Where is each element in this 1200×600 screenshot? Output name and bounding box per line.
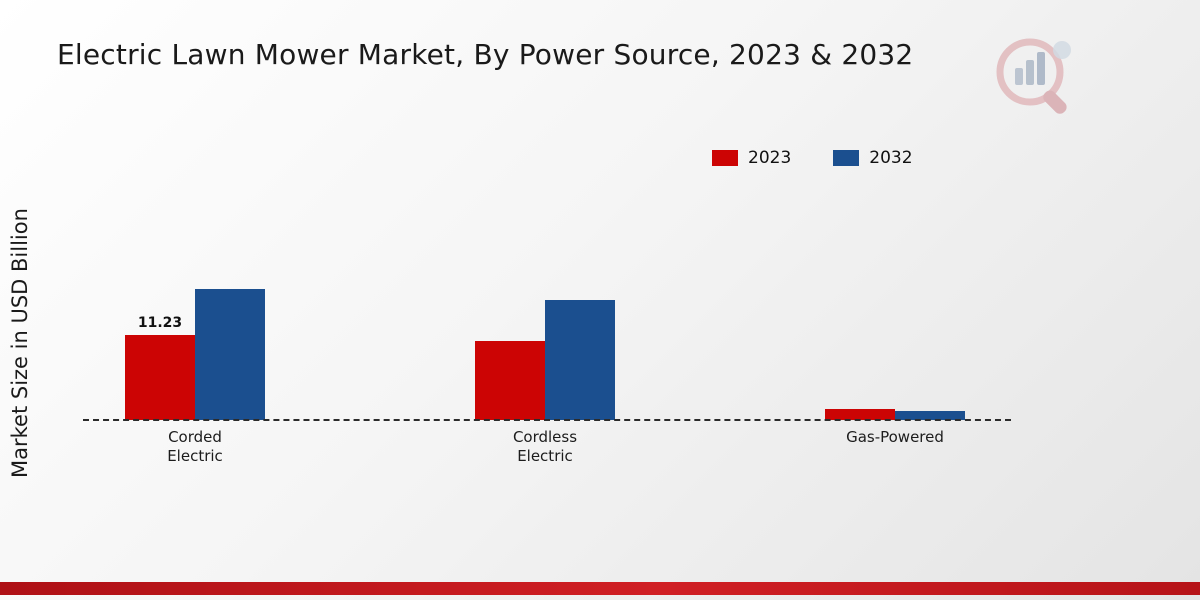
plot-area: 11.23 bbox=[85, 250, 1005, 420]
legend-swatch-2032 bbox=[833, 150, 860, 166]
bar-group-corded-electric: 11.23 bbox=[125, 289, 265, 420]
bar-wrap bbox=[195, 289, 265, 420]
bar-group-cordless-electric bbox=[475, 300, 615, 420]
bar-wrap bbox=[825, 409, 895, 420]
legend-label-2032: 2032 bbox=[869, 148, 913, 168]
bar-group-gas-powered bbox=[825, 409, 965, 420]
bar-2023-gas-powered bbox=[825, 409, 895, 420]
y-axis-label: Market Size in USD Billion bbox=[8, 208, 32, 478]
legend-label-2023: 2023 bbox=[748, 148, 792, 168]
category-label-corded-electric: Corded Electric bbox=[167, 428, 223, 465]
x-axis-baseline bbox=[83, 419, 1011, 421]
bar-2032-gas-powered bbox=[895, 411, 965, 420]
bar-2023-corded-electric bbox=[125, 335, 195, 420]
brand-logo bbox=[990, 30, 1082, 120]
bottom-accent-strip bbox=[0, 582, 1200, 595]
legend-item-2023: 2023 bbox=[712, 148, 791, 168]
legend-item-2032: 2032 bbox=[833, 148, 913, 168]
category-cell: Corded Electric bbox=[125, 428, 265, 466]
bar-wrap: 11.23 bbox=[125, 315, 195, 420]
legend: 2023 2032 bbox=[712, 148, 913, 168]
bar-wrap bbox=[895, 411, 965, 420]
bar-2023-cordless-electric bbox=[475, 341, 545, 420]
bar-2032-corded-electric bbox=[195, 289, 265, 420]
brand-logo-icon bbox=[996, 38, 1071, 114]
x-axis-labels: Corded Electric Cordless Electric Gas-Powere… bbox=[85, 428, 1005, 466]
category-cell: Cordless Electric bbox=[475, 428, 615, 466]
legend-swatch-2023 bbox=[712, 150, 738, 166]
bar-wrap bbox=[475, 341, 545, 420]
category-label-cordless-electric: Cordless Electric bbox=[512, 428, 578, 465]
bar-2032-cordless-electric bbox=[545, 300, 615, 420]
chart-title: Electric Lawn Mower Market, By Power Sou… bbox=[57, 38, 914, 71]
category-cell: Gas-Powered bbox=[825, 428, 965, 466]
bar-wrap bbox=[545, 300, 615, 420]
bar-value-label: 11.23 bbox=[137, 315, 183, 331]
category-label-gas-powered: Gas-Powered bbox=[846, 428, 944, 446]
